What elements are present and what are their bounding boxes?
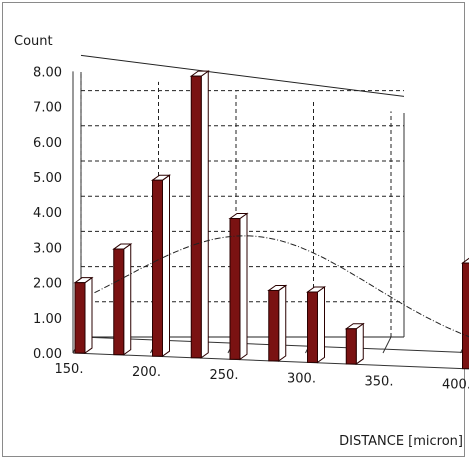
x-tick-label: 250. <box>210 368 239 383</box>
x-tick-label: 150. <box>55 362 84 377</box>
bar <box>228 212 249 361</box>
bar-side-face <box>123 243 132 356</box>
bar <box>73 276 94 355</box>
bar-side-face <box>84 276 93 355</box>
y-tick-label: 5.00 <box>33 171 62 186</box>
bar <box>460 257 469 370</box>
bar-front-face <box>307 291 318 363</box>
bar-front-face <box>229 218 241 360</box>
floor-front-edge <box>72 352 469 370</box>
bar-front-face <box>74 282 86 354</box>
y-axis-label: Count <box>14 34 53 49</box>
y-tick-label: 1.00 <box>33 312 62 327</box>
bar-side-face <box>200 70 209 359</box>
fit-curve <box>94 235 469 338</box>
y-tick-label: 6.00 <box>33 136 62 151</box>
x-axis-label: DISTANCE [micron] <box>339 434 463 449</box>
x-tick-label: 350. <box>365 374 394 389</box>
y-tick-label: 7.00 <box>33 101 62 116</box>
bar-front-face <box>190 75 202 359</box>
bar-side-face <box>162 174 170 358</box>
bar-top-face <box>460 257 469 264</box>
grid-line-horizontal <box>80 54 405 97</box>
bar <box>150 174 172 358</box>
bar <box>112 243 133 356</box>
bar <box>267 284 288 362</box>
bar-front-face <box>345 328 357 365</box>
bar <box>305 286 327 364</box>
bar-front-face <box>462 262 469 370</box>
bar-front-face <box>268 289 280 362</box>
bar <box>344 322 365 365</box>
fit-curve-line <box>94 235 469 338</box>
x-tick-label: 200. <box>132 365 161 380</box>
bar-side-face <box>355 322 364 365</box>
y-tick-label: 3.00 <box>33 241 62 256</box>
bar-side-face <box>278 284 287 362</box>
bar <box>189 70 210 359</box>
x-tick-label: 300. <box>287 371 316 386</box>
bar-front-face <box>113 248 125 356</box>
y-tick-label: 2.00 <box>33 277 62 292</box>
bar-front-face <box>152 179 163 357</box>
bars <box>73 70 469 370</box>
y-tick-label: 8.00 <box>33 65 62 80</box>
x-tick-label: 400. <box>442 378 469 393</box>
y-tick-label: 0.00 <box>33 347 62 362</box>
tick-labels: 0.00 1.00 2.00 3.00 4.00 5.00 6.00 7.00 8.00 150.… <box>33 65 469 393</box>
floor-depth-line <box>382 336 392 354</box>
y-tick-label: 4.00 <box>33 206 62 221</box>
bar-side-face <box>317 286 325 364</box>
